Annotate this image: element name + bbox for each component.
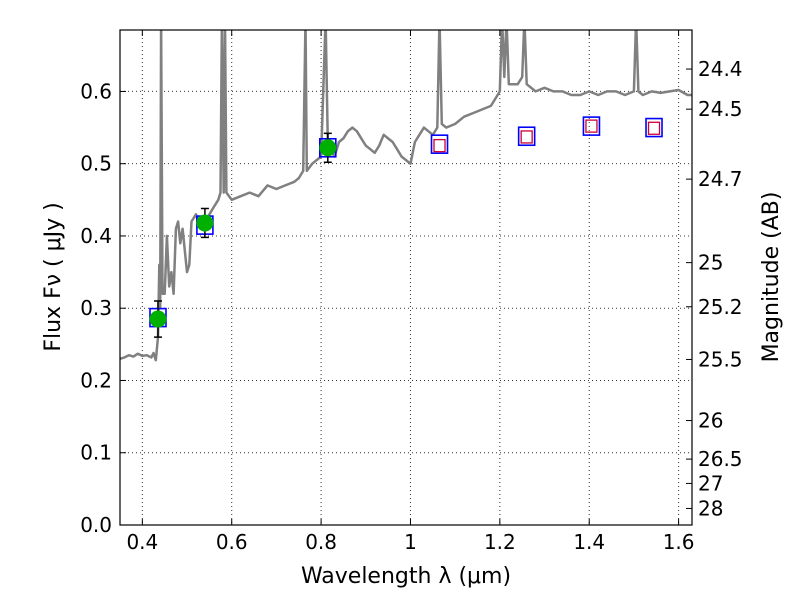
observed-point [319,139,337,157]
upper-limit-box [433,138,446,153]
x-tick-label: 0.8 [305,530,337,554]
y-axis-right-label: Magnitude (AB) [759,192,784,363]
y-tick-label: 0.5 [80,152,112,176]
right-tick-label: 26.5 [698,447,743,471]
upper-limit-box [647,121,661,135]
y-axis-label: Flux Fν ( μJy ) [41,202,66,351]
right-tick-label: 27 [698,471,723,495]
model-box [582,116,601,136]
grid [120,30,692,526]
right-tick-label: 26 [698,409,723,433]
y-tick-label: 0.4 [80,224,112,248]
model-box [517,126,536,147]
x-tick-label: 1 [404,530,417,554]
observed-point [196,214,214,232]
y-tick-label: 0.3 [80,296,112,320]
x-tick-label: 1.6 [663,530,695,554]
right-tick-label: 24.5 [698,97,743,121]
x-tick-label: 1.2 [484,530,516,554]
y-tick-label: 0.2 [80,368,112,392]
x-tick-label: 0.4 [126,530,158,554]
right-tick-label: 24.4 [698,57,743,81]
plot-frame [119,29,693,526]
x-tick-label: 0.6 [216,530,248,554]
right-tick-label: 25.2 [698,295,743,319]
model-box [430,134,449,154]
y-tick-label: 0.0 [80,513,112,537]
spectrum-line [120,30,692,362]
x-tick-label: 1.4 [573,530,605,554]
right-tick-label: 25.5 [698,347,743,371]
spectrum-series [120,30,692,362]
observed-point [149,310,167,328]
upper-limit-box [585,119,598,133]
model-box [645,117,663,138]
y-tick-label: 0.6 [80,79,112,103]
photometry-points [149,116,663,338]
right-tick-label: 24.7 [698,167,743,191]
right-tick-label: 25 [698,251,723,275]
right-tick-label: 28 [698,496,723,520]
y-tick-label: 0.1 [80,441,112,465]
x-axis-label: Wavelength λ (μm) [301,564,511,589]
axes: 0.4 0.6 0.8 1 1.2 1.4 1.6 0.0 0.1 0.2 0.3 0.4 0.5 0.6… [80,30,743,554]
upper-limit-box [520,130,533,144]
